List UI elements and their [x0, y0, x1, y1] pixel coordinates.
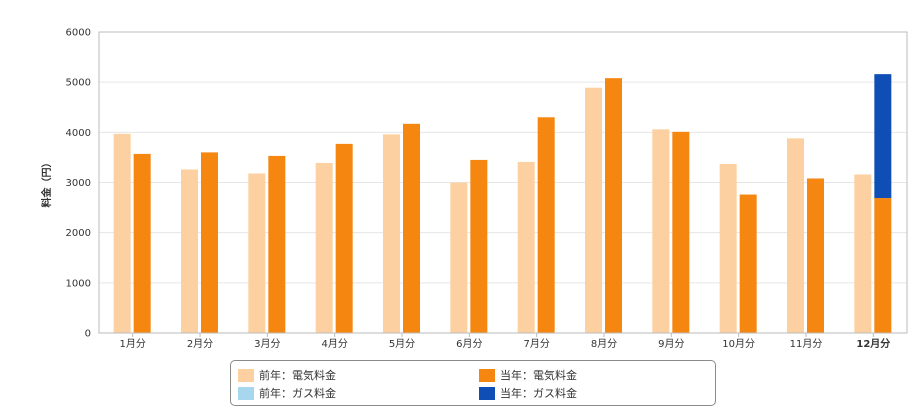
legend-swatch-curr-gas [479, 386, 495, 400]
y-axis-label: 料金（円） [40, 158, 53, 208]
legend-label-prev-gas: 前年：ガス料金 [259, 387, 336, 400]
legend-item-curr-gas[interactable]: 当年：ガス料金 [479, 385, 577, 401]
legend-swatch-prev-gas [238, 386, 254, 400]
x-tick-label: 11月分 [790, 338, 823, 350]
bar-curr-electric[interactable] [739, 194, 757, 333]
legend-item-prev-gas[interactable]: 前年：ガス料金 [238, 385, 336, 401]
x-tick-label: 10月分 [722, 338, 755, 350]
y-axis-ticks: 0 1000 2000 3000 4000 5000 6000 [66, 28, 91, 340]
x-tick-label: 6月分 [456, 338, 482, 350]
x-tick-label: 2月分 [187, 338, 213, 350]
bar-prev-electric[interactable] [248, 173, 266, 333]
x-axis-ticks: 1月分 2月分 3月分 4月分 5月分 6月分 7月分 8月分 9月分 10月分 11月分 12月分 [119, 333, 890, 350]
bar-chart: 0 1000 2000 3000 4000 5000 6000 料金（円） 1月分 2月分 3月… [40, 28, 908, 350]
legend-item-curr-electric[interactable]: 当年：電気料金 [479, 367, 577, 383]
x-tick-label: 8月分 [591, 338, 617, 350]
bar-curr-electric[interactable] [268, 155, 286, 333]
bar-curr-electric[interactable] [672, 131, 690, 333]
bar-curr-gas[interactable] [874, 74, 892, 199]
bar-prev-electric[interactable] [652, 129, 670, 333]
x-tick-label: 4月分 [321, 338, 347, 350]
legend-swatch-curr-electric [479, 368, 495, 382]
bar-prev-electric[interactable] [383, 134, 400, 333]
y-tick-label: 4000 [66, 128, 91, 139]
y-tick-label: 0 [85, 329, 91, 340]
bar-curr-electric[interactable] [807, 178, 824, 333]
plot-frame [98, 31, 908, 334]
bar-curr-electric[interactable] [874, 198, 892, 333]
x-tick-label: 9月分 [658, 338, 684, 350]
x-tick-label: 1月分 [119, 338, 145, 350]
legend: 前年：電気料金 前年：ガス料金 当年：電気料金 当年：ガス料金 [230, 360, 716, 406]
bar-prev-electric[interactable] [787, 138, 804, 333]
bar-curr-electric[interactable] [335, 143, 353, 333]
legend-label-curr-electric: 当年：電気料金 [500, 369, 577, 382]
bar-prev-electric[interactable] [181, 169, 198, 333]
y-tick-label: 6000 [66, 28, 91, 39]
legend-label-curr-gas: 当年：ガス料金 [500, 387, 577, 400]
bar-curr-electric[interactable] [537, 117, 555, 334]
x-tick-label: 7月分 [523, 338, 549, 350]
bar-curr-electric[interactable] [605, 78, 622, 333]
grid-lines [99, 31, 907, 334]
bar-prev-electric[interactable] [585, 87, 602, 333]
x-tick-label: 3月分 [254, 338, 280, 350]
y-tick-label: 3000 [66, 178, 91, 189]
bar-curr-electric[interactable] [470, 159, 488, 333]
y-tick-label: 2000 [66, 228, 91, 239]
bar-curr-electric[interactable] [403, 123, 420, 334]
y-tick-label: 5000 [66, 78, 91, 89]
bar-prev-electric[interactable] [113, 133, 131, 333]
legend-item-prev-electric[interactable]: 前年：電気料金 [238, 367, 336, 383]
bar-prev-electric[interactable] [315, 162, 333, 333]
bar-prev-electric[interactable] [719, 163, 737, 333]
legend-label-prev-electric: 前年：電気料金 [259, 369, 336, 382]
x-tick-label: 12月分 [856, 337, 890, 350]
bar-prev-electric[interactable] [854, 174, 872, 333]
x-tick-label: 5月分 [389, 338, 415, 350]
bar-curr-electric[interactable] [133, 153, 151, 333]
y-tick-label: 1000 [66, 278, 91, 289]
bar-curr-electric[interactable] [201, 152, 218, 333]
legend-swatch-prev-electric [238, 368, 254, 382]
bar-prev-electric[interactable] [450, 182, 468, 334]
bar-prev-electric[interactable] [517, 161, 535, 333]
bars [113, 74, 892, 334]
